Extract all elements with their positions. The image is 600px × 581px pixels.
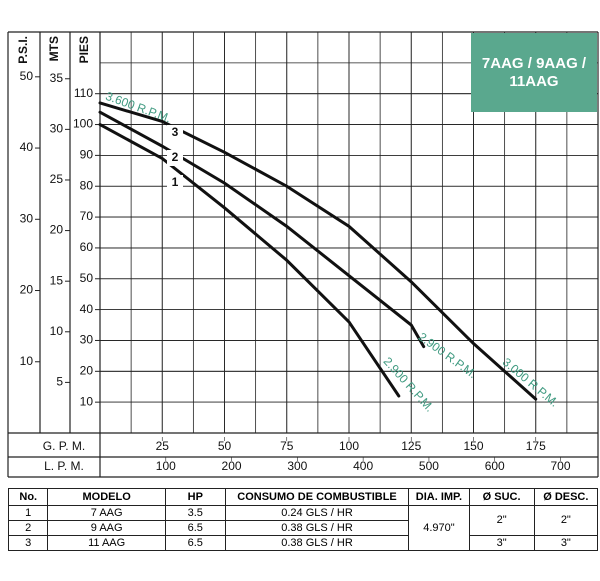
y-tick-label: 20	[50, 223, 64, 237]
y-tick-label: 110	[74, 86, 93, 100]
y-tick-label: 40	[80, 302, 94, 316]
table-cell: 7 AAG	[47, 505, 166, 521]
rpm-label: 2.900 R.P.M.	[381, 354, 437, 414]
rpm-label: 3.000 R.P.M.	[500, 355, 561, 410]
y-tick-label: 30	[50, 122, 64, 136]
curve-label: 3	[172, 125, 179, 139]
table-cell: 6.5	[164, 535, 226, 551]
rpm-label: 2.900 R.P.M.	[416, 330, 480, 382]
table-cell: 2"	[533, 505, 599, 536]
y-tick-label: 10	[50, 324, 64, 338]
table-cell: 0.38 GLS / HR	[224, 535, 410, 551]
x-tick-label: 25	[156, 439, 170, 453]
y-tick-label: 30	[20, 211, 34, 225]
y-tick-label: 5	[56, 375, 63, 389]
x-tick-label: 100	[339, 439, 359, 453]
column-header: DIA. IMP.	[408, 488, 470, 506]
y-tick-label: 100	[73, 117, 93, 131]
y-tick-label: 80	[80, 178, 94, 192]
y-tick-label: 20	[80, 363, 94, 377]
table-cell: 2	[7, 520, 49, 536]
x-tick-label: 150	[463, 439, 483, 453]
table-cell: 1	[7, 505, 49, 521]
y-tick-label: 10	[20, 354, 34, 368]
table-cell: 0.24 GLS / HR	[224, 505, 410, 521]
table-cell: 0.38 GLS / HR	[224, 520, 410, 536]
x-tick-label: 400	[353, 459, 373, 473]
table-cell: 6.5	[164, 520, 226, 536]
label-bg	[167, 150, 183, 166]
x-tick-label: 600	[485, 459, 505, 473]
column-header: Ø DESC.	[533, 488, 599, 506]
column-header: Ø SUC.	[468, 488, 535, 506]
curve	[98, 110, 426, 349]
x-tick-label: 500	[419, 459, 439, 473]
table-cell: 4.970"	[408, 505, 470, 551]
x-tick-label: 50	[218, 439, 232, 453]
y-tick-label: 50	[80, 271, 94, 285]
x-tick-label: 100	[156, 459, 176, 473]
x-tick-label: 75	[280, 439, 294, 453]
y-tick-label: 60	[80, 240, 94, 254]
model-table: No. MODELO HP CONSUMO DE COMBUSTIBLE DIA. IM…	[7, 488, 599, 551]
table-cell: 3.5	[164, 505, 226, 521]
table-cell: 9 AAG	[47, 520, 166, 536]
x-tick-label: 175	[526, 439, 546, 453]
y-tick-label: 15	[50, 273, 64, 287]
curve-label: 2	[172, 150, 179, 164]
chart: P.S.I. 10 20 30 40 50 MTS 5 10 15 20 25 30 35 PIES 10 20…	[7, 31, 599, 478]
table-cell: 3"	[533, 535, 599, 551]
table-cell: 3"	[468, 535, 535, 551]
column-header: No.	[7, 488, 49, 506]
x-tick-label: 125	[401, 439, 421, 453]
x-axis-label: L. P. M.	[44, 459, 84, 473]
x-tick-label: 300	[287, 459, 307, 473]
x-tick-label: 700	[550, 459, 570, 473]
column-header: MODELO	[47, 488, 166, 506]
curve	[98, 123, 401, 398]
column-header: HP	[164, 488, 226, 506]
y-tick-label: 70	[80, 209, 94, 223]
x-tick-label: 200	[222, 459, 242, 473]
table-header: No. MODELO HP CONSUMO DE COMBUSTIBLE DIA. IM…	[7, 488, 599, 506]
curve-label: 1	[172, 175, 179, 189]
label-bg	[167, 125, 183, 141]
y-tick-label: 30	[80, 333, 94, 347]
y-tick-label: 35	[50, 71, 64, 85]
y-tick-label: 90	[80, 148, 94, 162]
table-cell: 11 AAG	[47, 535, 166, 551]
chart-title: 7AAG / 9AAG / 11AAG	[471, 33, 597, 112]
table-row: 3 11 AAG 6.5 0.38 GLS / HR 3" 3"	[7, 535, 599, 551]
y-axis-label: P.S.I.	[16, 36, 30, 64]
y-axis-label: PIES	[77, 36, 91, 63]
y-tick-label: 20	[20, 283, 34, 297]
table-cell: 2"	[468, 505, 535, 536]
table-cell: 3	[7, 535, 49, 551]
y-tick-label: 40	[20, 140, 34, 154]
label-bg	[167, 175, 183, 191]
y-tick-label: 25	[50, 172, 64, 186]
column-header: CONSUMO DE COMBUSTIBLE	[224, 488, 410, 506]
y-axis-label: MTS	[47, 36, 61, 61]
x-axis-label: G. P. M.	[43, 439, 85, 453]
y-tick-label: 10	[80, 394, 94, 408]
y-tick-label: 50	[20, 69, 34, 83]
